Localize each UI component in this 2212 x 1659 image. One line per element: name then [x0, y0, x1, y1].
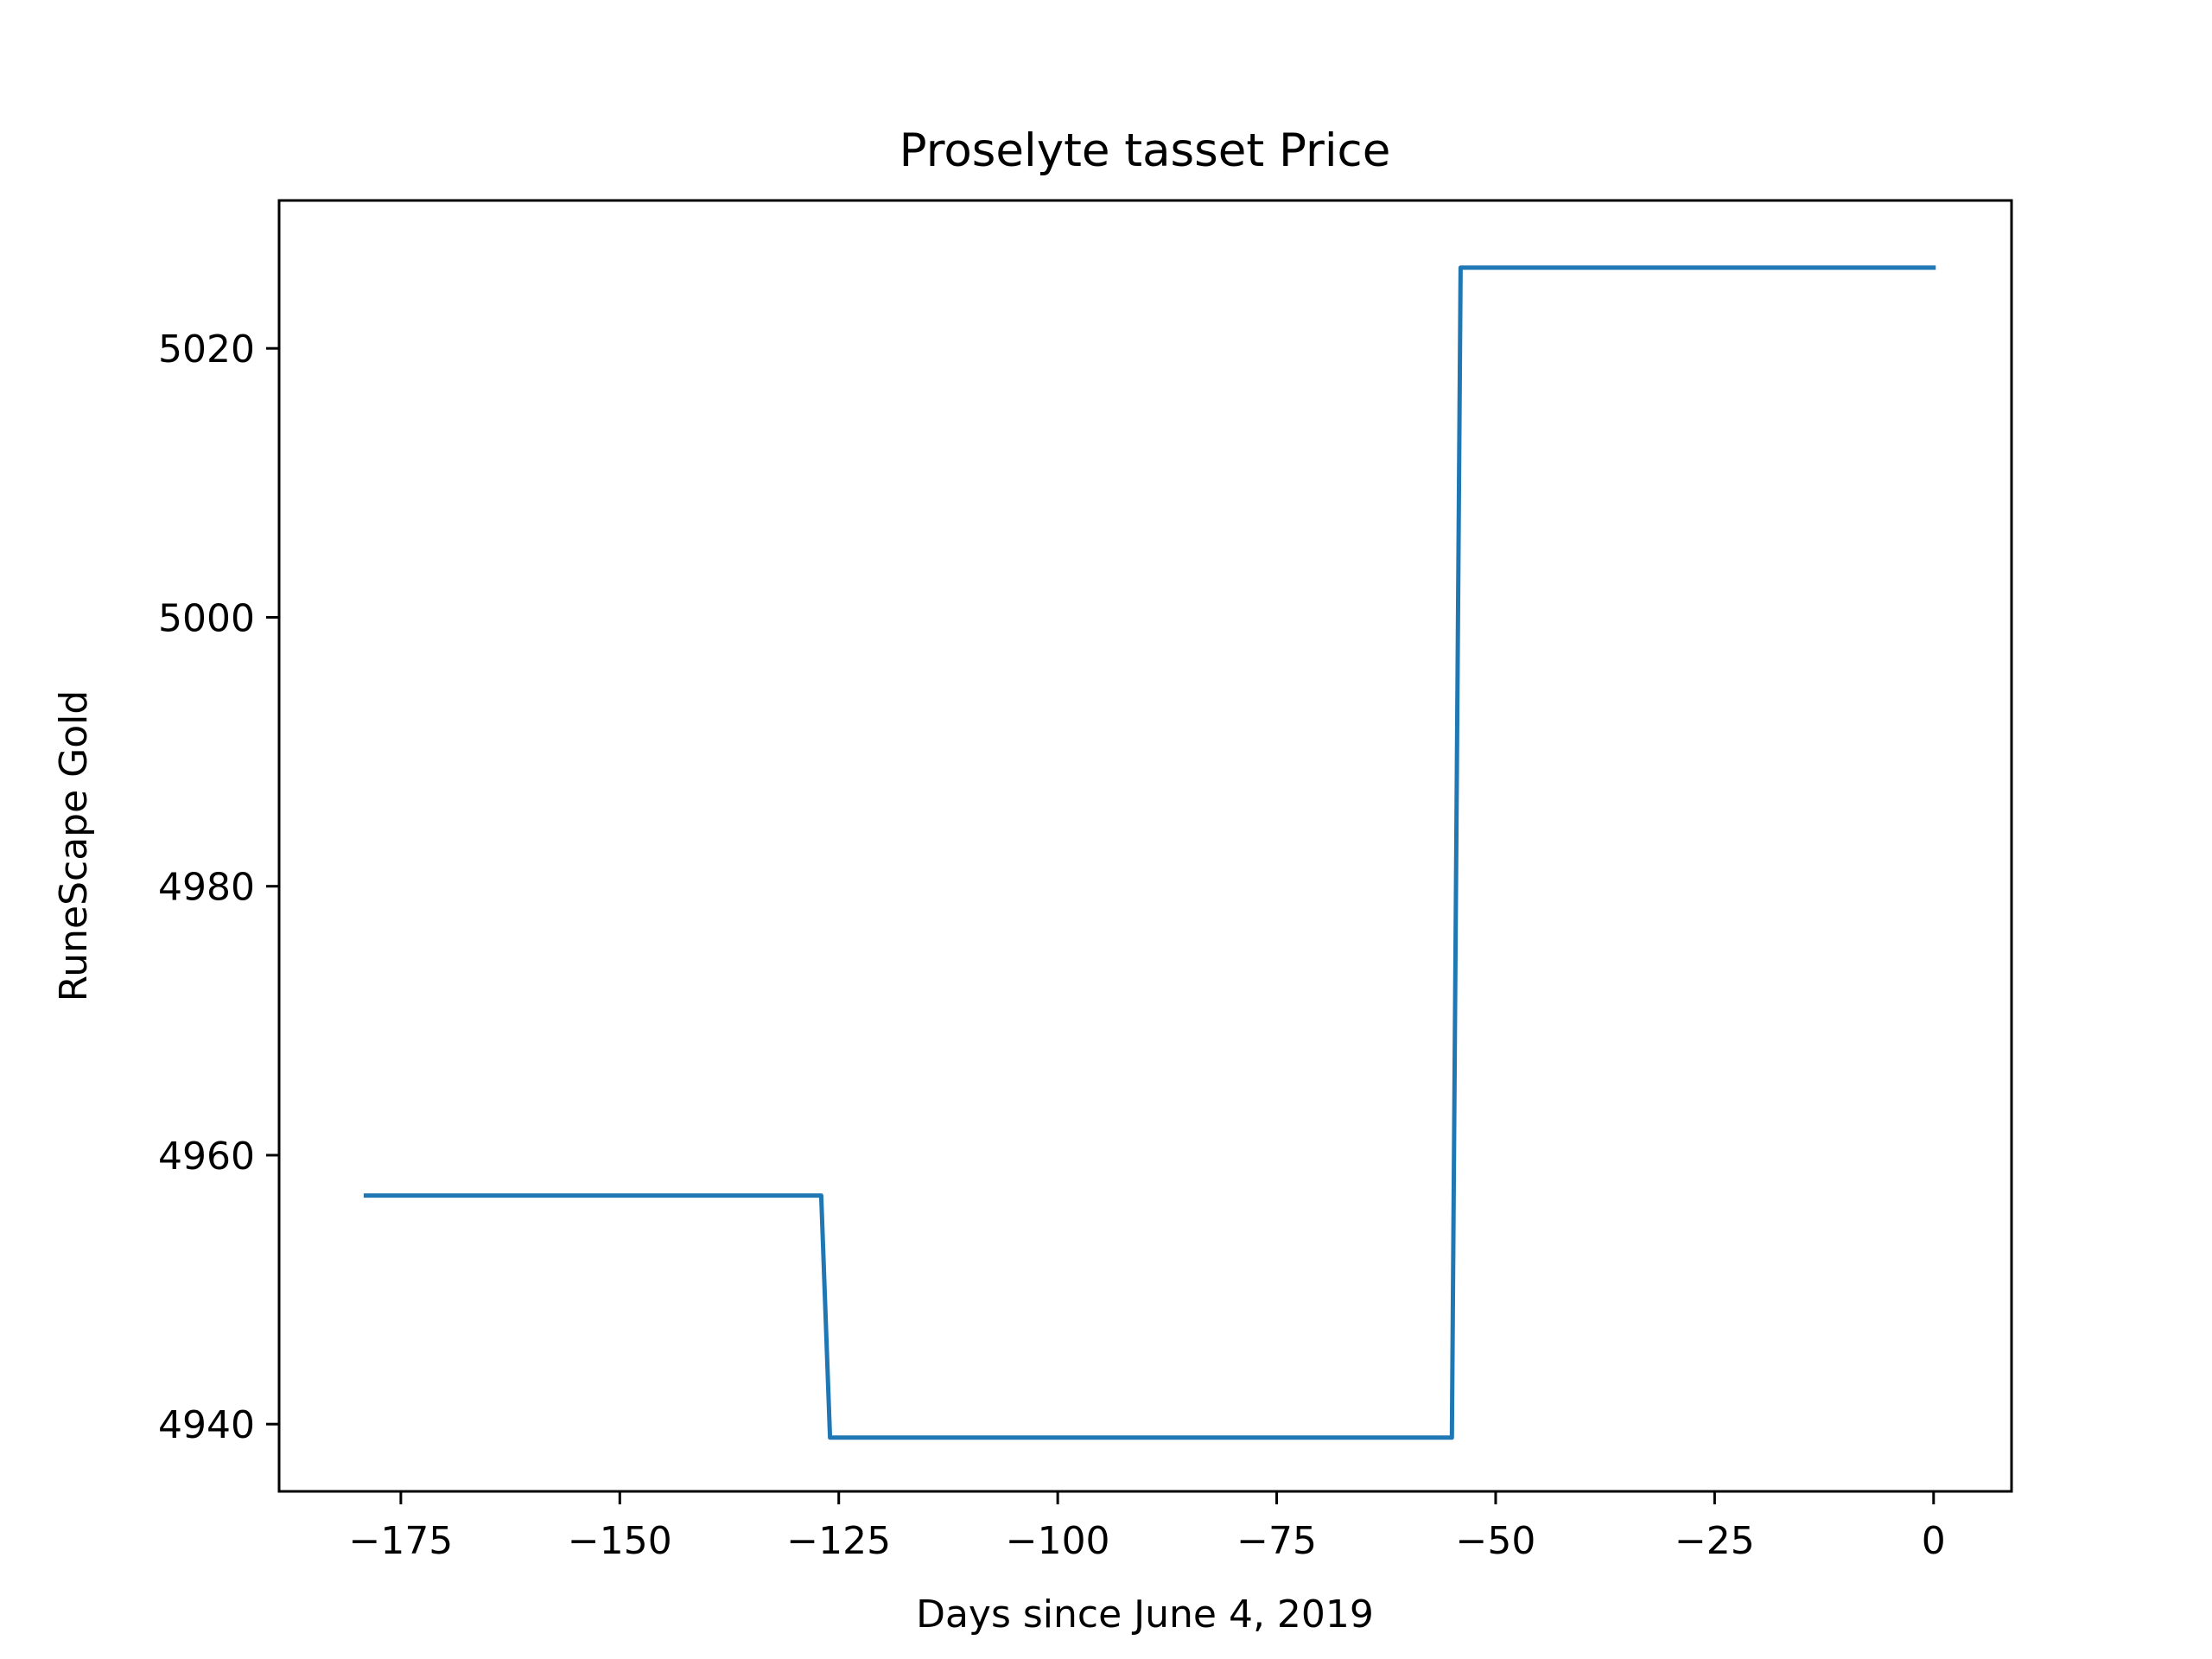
series-line-0 [363, 265, 1936, 1440]
x-tick-label: −100 [1006, 1519, 1110, 1563]
x-tick-label: −175 [348, 1519, 453, 1563]
x-tick-label: −50 [1456, 1519, 1536, 1563]
y-tick-label: 5020 [158, 327, 255, 372]
series-layer [363, 265, 1936, 1440]
y-axis: 4940 4960 4980 5000 5020 [158, 327, 279, 1447]
chart-title: Proselyte tasset Price [899, 124, 1391, 177]
x-tick-label: −25 [1675, 1519, 1755, 1563]
y-axis-label: RuneScape Gold [52, 690, 96, 1002]
y-tick-label: 5000 [158, 596, 255, 640]
x-tick-label: −150 [568, 1519, 672, 1563]
y-tick-label: 4940 [158, 1403, 255, 1447]
plot-frame [277, 199, 2013, 1493]
x-tick-label: −125 [786, 1519, 891, 1563]
y-tick-label: 4960 [158, 1135, 255, 1179]
x-tick-label: 0 [1922, 1519, 1946, 1563]
x-axis: −175 −150 −125 −100 −75 −50 −25 0 [348, 1491, 1946, 1563]
x-axis-label: Days since June 4, 2019 [916, 1592, 1374, 1637]
y-tick-label: 4980 [158, 866, 255, 910]
x-tick-label: −75 [1236, 1519, 1317, 1563]
